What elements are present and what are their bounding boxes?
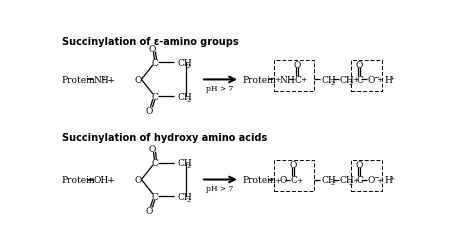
Text: C: C	[152, 59, 159, 68]
Text: +: +	[107, 175, 116, 184]
Text: O: O	[148, 145, 156, 154]
Text: pH > 7: pH > 7	[206, 184, 233, 192]
Text: O: O	[146, 206, 153, 215]
Text: +: +	[352, 76, 358, 84]
Text: 2: 2	[186, 64, 191, 69]
Bar	[351, 161, 383, 191]
Text: 2: 2	[186, 98, 191, 103]
Text: pH > 7: pH > 7	[206, 84, 233, 92]
Text: +: +	[390, 75, 395, 80]
Text: CH: CH	[340, 175, 355, 184]
Text: O: O	[368, 175, 375, 184]
Text: −: −	[373, 74, 379, 82]
Text: NH: NH	[279, 76, 295, 85]
Text: C: C	[291, 175, 298, 184]
Text: C: C	[295, 76, 302, 85]
Text: 2: 2	[349, 81, 353, 86]
Text: +: +	[275, 76, 281, 84]
Text: NH: NH	[93, 76, 109, 85]
Text: O: O	[368, 76, 375, 85]
Text: 2: 2	[186, 197, 191, 202]
Bar	[351, 61, 383, 91]
Bar	[274, 61, 314, 91]
Text: 2: 2	[349, 180, 353, 185]
Text: Protein: Protein	[242, 175, 276, 184]
Text: +: +	[296, 176, 303, 184]
Text: 2: 2	[186, 164, 191, 169]
Text: −: −	[373, 174, 379, 181]
Text: CH: CH	[340, 76, 355, 85]
Text: OH: OH	[93, 175, 109, 184]
Text: 2: 2	[330, 81, 335, 86]
Text: CH: CH	[321, 76, 336, 85]
Text: C: C	[152, 92, 159, 102]
Text: 2: 2	[330, 180, 335, 185]
Text: Protein: Protein	[62, 76, 95, 85]
Text: +: +	[275, 176, 281, 184]
Text: H: H	[384, 175, 392, 184]
Text: O: O	[146, 106, 153, 115]
Text: C: C	[357, 175, 364, 184]
Text: +: +	[376, 176, 383, 184]
Text: C: C	[152, 192, 159, 201]
Bar	[274, 161, 314, 191]
Text: O: O	[356, 60, 363, 69]
Text: O: O	[135, 76, 142, 85]
Text: 2: 2	[102, 75, 106, 80]
Text: CH: CH	[321, 175, 336, 184]
Text: +: +	[300, 76, 307, 84]
Text: Succinylation of hydroxy amino acids: Succinylation of hydroxy amino acids	[62, 132, 267, 142]
Text: C: C	[357, 76, 364, 85]
Text: O: O	[148, 45, 156, 54]
Text: Protein: Protein	[242, 76, 276, 85]
Text: O: O	[290, 160, 297, 169]
Text: O: O	[135, 175, 142, 184]
Text: O: O	[279, 175, 287, 184]
Text: +: +	[390, 175, 395, 180]
Text: H: H	[384, 76, 392, 85]
Text: +: +	[376, 76, 383, 84]
Text: CH: CH	[177, 159, 192, 167]
Text: O: O	[293, 60, 301, 69]
Text: CH: CH	[177, 59, 192, 68]
Text: C: C	[152, 159, 159, 167]
Text: CH: CH	[177, 92, 192, 102]
Text: +: +	[107, 76, 115, 85]
Text: Succinylation of ε-amino groups: Succinylation of ε-amino groups	[62, 36, 238, 46]
Text: CH: CH	[177, 192, 192, 201]
Text: Protein: Protein	[62, 175, 95, 184]
Text: +: +	[352, 176, 358, 184]
Text: O: O	[356, 160, 363, 169]
